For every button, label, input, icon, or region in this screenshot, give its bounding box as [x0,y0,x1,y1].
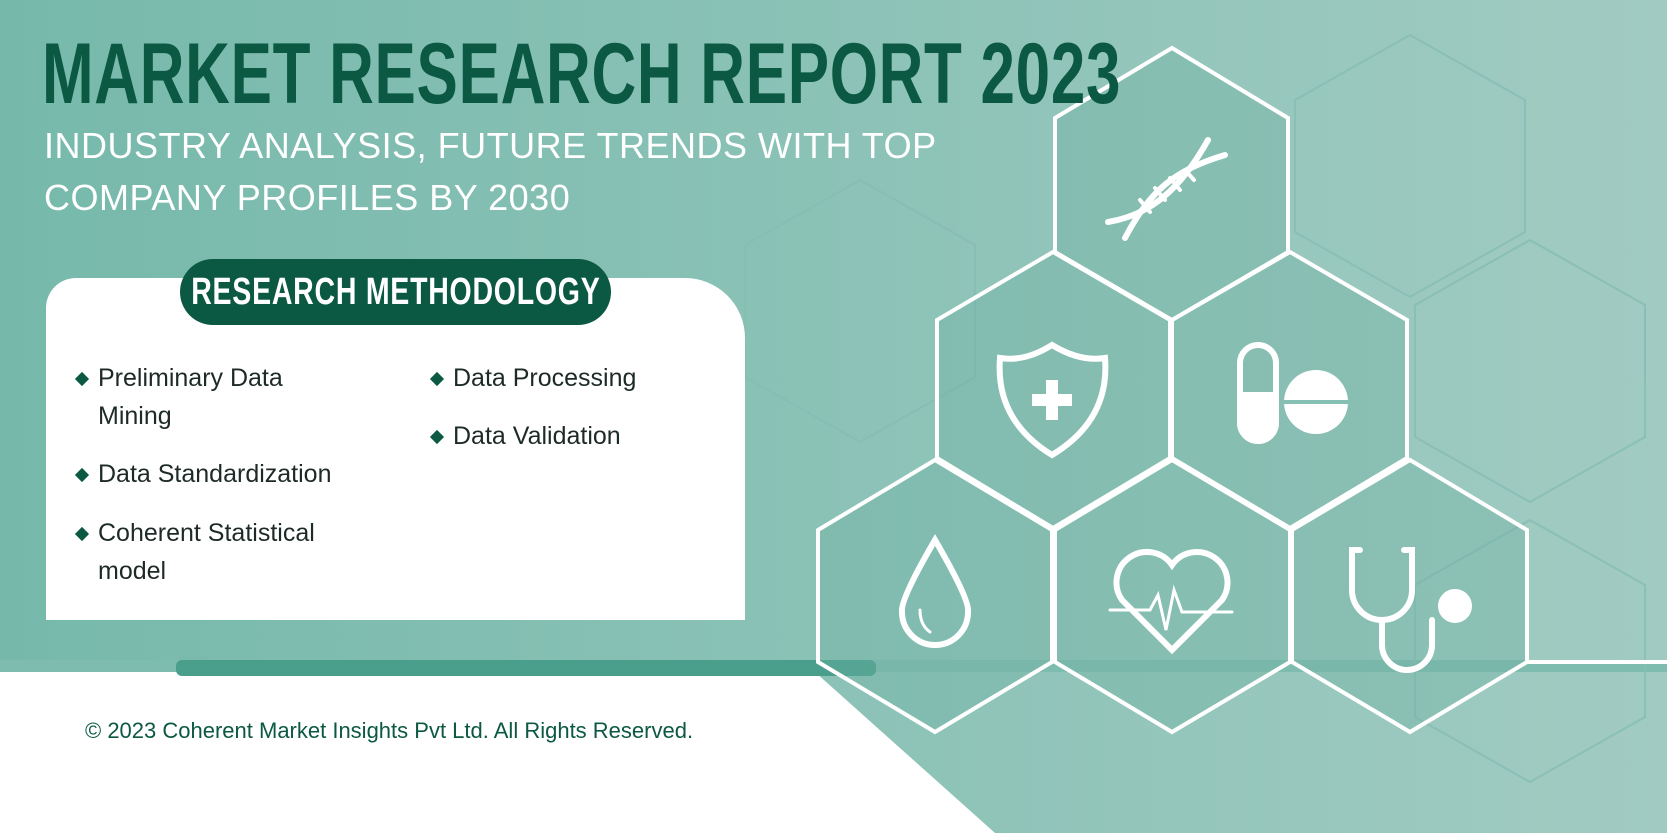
methodology-heading: RESEARCH METHODOLOGY [190,270,601,313]
drop-icon [898,534,972,648]
shield-plus-icon [996,341,1109,459]
hexagon-grid [816,45,1667,735]
methodology-heading-badge: RESEARCH METHODOLOGY [180,259,611,325]
dna-icon [1105,137,1228,241]
heart-pulse-icon [1108,549,1234,655]
page-title: MARKET RESEARCH REPORT 2023 [42,26,1122,122]
stethoscope-icon [1349,547,1472,673]
list-item: Data Processing [429,359,637,397]
copyright-footer: © 2023 Coherent Market Insights Pvt Ltd.… [85,718,694,743]
methodology-card [46,278,745,620]
list-item: Data Validation [429,417,621,455]
item-text: Data Validation [453,422,621,450]
item-text: Data Standardization [98,460,332,488]
subtitle-line-2: COMPANY PROFILES BY 2030 [44,177,571,218]
item-text: model [98,557,167,585]
subtitle-line-1: INDUSTRY ANALYSIS, FUTURE TRENDS WITH TO… [44,125,937,166]
item-text: Coherent Statistical [98,519,315,547]
list-item: Coherent Statistical model [74,514,315,590]
subtitle: INDUSTRY ANALYSIS, FUTURE TRENDS WITH TO… [44,120,937,224]
list-item: Preliminary Data Mining [74,359,283,435]
item-text: Preliminary Data [98,364,283,392]
item-text: Data Processing [453,364,637,392]
pill-tablet-icon [1237,342,1350,444]
list-item: Data Standardization [74,455,332,493]
item-text: Mining [98,402,172,430]
